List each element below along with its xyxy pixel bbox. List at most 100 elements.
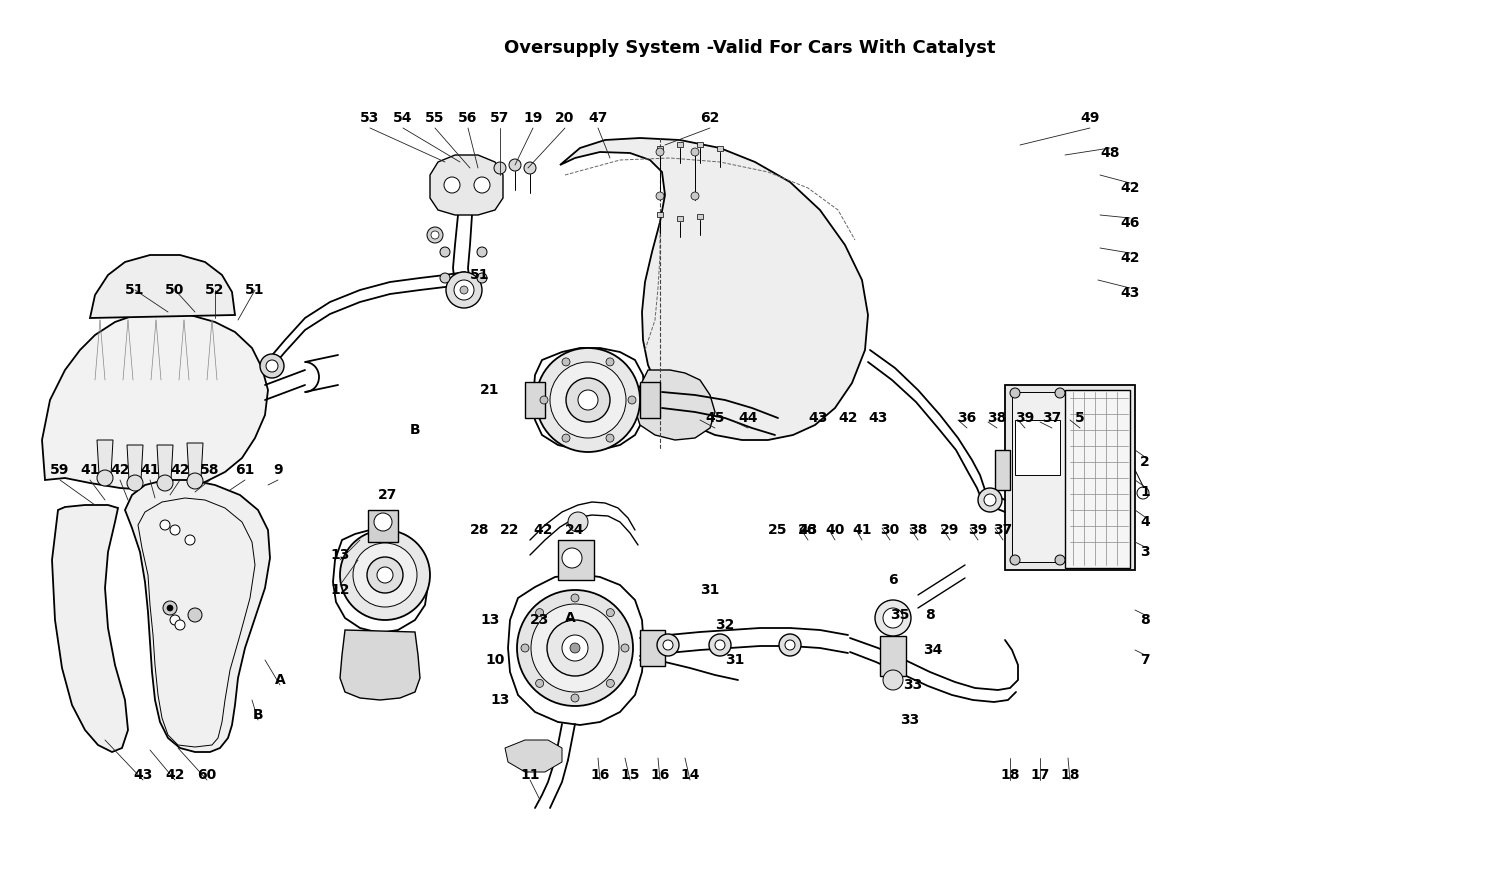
Circle shape — [474, 177, 490, 193]
Text: 36: 36 — [957, 411, 976, 425]
Circle shape — [340, 530, 430, 620]
Circle shape — [376, 567, 393, 583]
Bar — [657, 212, 663, 217]
Text: 31: 31 — [700, 583, 720, 597]
Circle shape — [374, 513, 392, 531]
Circle shape — [570, 643, 580, 653]
Text: 38: 38 — [987, 411, 1006, 425]
Text: 30: 30 — [880, 523, 900, 537]
Text: 42: 42 — [1120, 181, 1140, 195]
Circle shape — [440, 247, 450, 257]
Text: 43: 43 — [868, 411, 888, 425]
Circle shape — [460, 286, 468, 294]
Polygon shape — [340, 630, 420, 700]
Text: 41: 41 — [81, 463, 99, 477]
Circle shape — [663, 640, 674, 650]
Text: 18: 18 — [1060, 768, 1080, 782]
Text: 37: 37 — [1042, 411, 1062, 425]
Circle shape — [984, 494, 996, 506]
Text: 58: 58 — [201, 463, 219, 477]
Text: 29: 29 — [940, 523, 960, 537]
Text: 44: 44 — [738, 411, 758, 425]
Polygon shape — [42, 312, 268, 490]
Circle shape — [160, 520, 170, 530]
Circle shape — [260, 354, 284, 378]
Text: 60: 60 — [198, 768, 216, 782]
Circle shape — [656, 192, 664, 200]
Circle shape — [98, 470, 112, 486]
Text: 8: 8 — [1140, 613, 1150, 627]
Text: 26: 26 — [798, 523, 818, 537]
Text: 31: 31 — [726, 653, 744, 667]
Bar — [525, 382, 544, 418]
Text: 52: 52 — [206, 283, 225, 297]
Circle shape — [692, 148, 699, 156]
Circle shape — [352, 543, 417, 607]
Text: 15: 15 — [621, 768, 639, 782]
Circle shape — [170, 615, 180, 625]
Circle shape — [170, 525, 180, 535]
Text: 43: 43 — [798, 523, 818, 537]
Text: 13: 13 — [480, 613, 500, 627]
Text: 7: 7 — [1140, 653, 1150, 667]
Text: 53: 53 — [360, 111, 380, 125]
Circle shape — [477, 273, 488, 283]
Text: 24: 24 — [566, 523, 585, 537]
Text: 42: 42 — [534, 523, 552, 537]
Circle shape — [1137, 487, 1149, 499]
Text: 33: 33 — [903, 678, 922, 692]
Text: 49: 49 — [1080, 111, 1100, 125]
Circle shape — [128, 475, 142, 491]
Polygon shape — [124, 480, 270, 752]
Circle shape — [656, 148, 664, 156]
Circle shape — [572, 594, 579, 602]
Polygon shape — [98, 440, 112, 475]
Text: 37: 37 — [993, 523, 1012, 537]
Circle shape — [548, 620, 603, 676]
Circle shape — [1054, 388, 1065, 398]
Circle shape — [176, 620, 184, 630]
Circle shape — [562, 548, 582, 568]
Bar — [676, 142, 682, 147]
Bar — [1065, 390, 1130, 568]
Circle shape — [164, 601, 177, 615]
Text: 12: 12 — [330, 583, 350, 597]
Text: 21: 21 — [480, 383, 500, 397]
Text: 40: 40 — [825, 523, 844, 537]
Circle shape — [166, 605, 172, 611]
Circle shape — [444, 177, 460, 193]
Circle shape — [536, 679, 543, 687]
Text: 43: 43 — [134, 768, 153, 782]
Circle shape — [1054, 555, 1065, 565]
Bar — [1005, 385, 1136, 570]
Text: 25: 25 — [768, 523, 788, 537]
Circle shape — [440, 273, 450, 283]
Circle shape — [184, 535, 195, 545]
Text: 59: 59 — [51, 463, 69, 477]
Text: B: B — [410, 423, 420, 437]
Polygon shape — [53, 505, 128, 752]
Circle shape — [568, 512, 588, 532]
Text: 57: 57 — [490, 111, 510, 125]
Text: 1: 1 — [1140, 485, 1150, 499]
Text: 51: 51 — [124, 283, 144, 297]
Text: 62: 62 — [700, 111, 720, 125]
Text: 22: 22 — [500, 523, 519, 537]
Circle shape — [518, 590, 633, 706]
Text: 39: 39 — [969, 523, 987, 537]
Circle shape — [606, 358, 613, 366]
Text: 6: 6 — [888, 573, 898, 587]
Text: 55: 55 — [426, 111, 444, 125]
Circle shape — [494, 162, 506, 174]
Bar — [1016, 420, 1060, 475]
Circle shape — [536, 609, 543, 617]
Text: 42: 42 — [839, 411, 858, 425]
Circle shape — [784, 640, 795, 650]
Circle shape — [1010, 555, 1020, 565]
Polygon shape — [430, 155, 502, 215]
Text: 46: 46 — [1120, 216, 1140, 230]
Circle shape — [884, 608, 903, 628]
Circle shape — [874, 600, 910, 636]
Circle shape — [562, 635, 588, 661]
Text: 34: 34 — [924, 643, 942, 657]
